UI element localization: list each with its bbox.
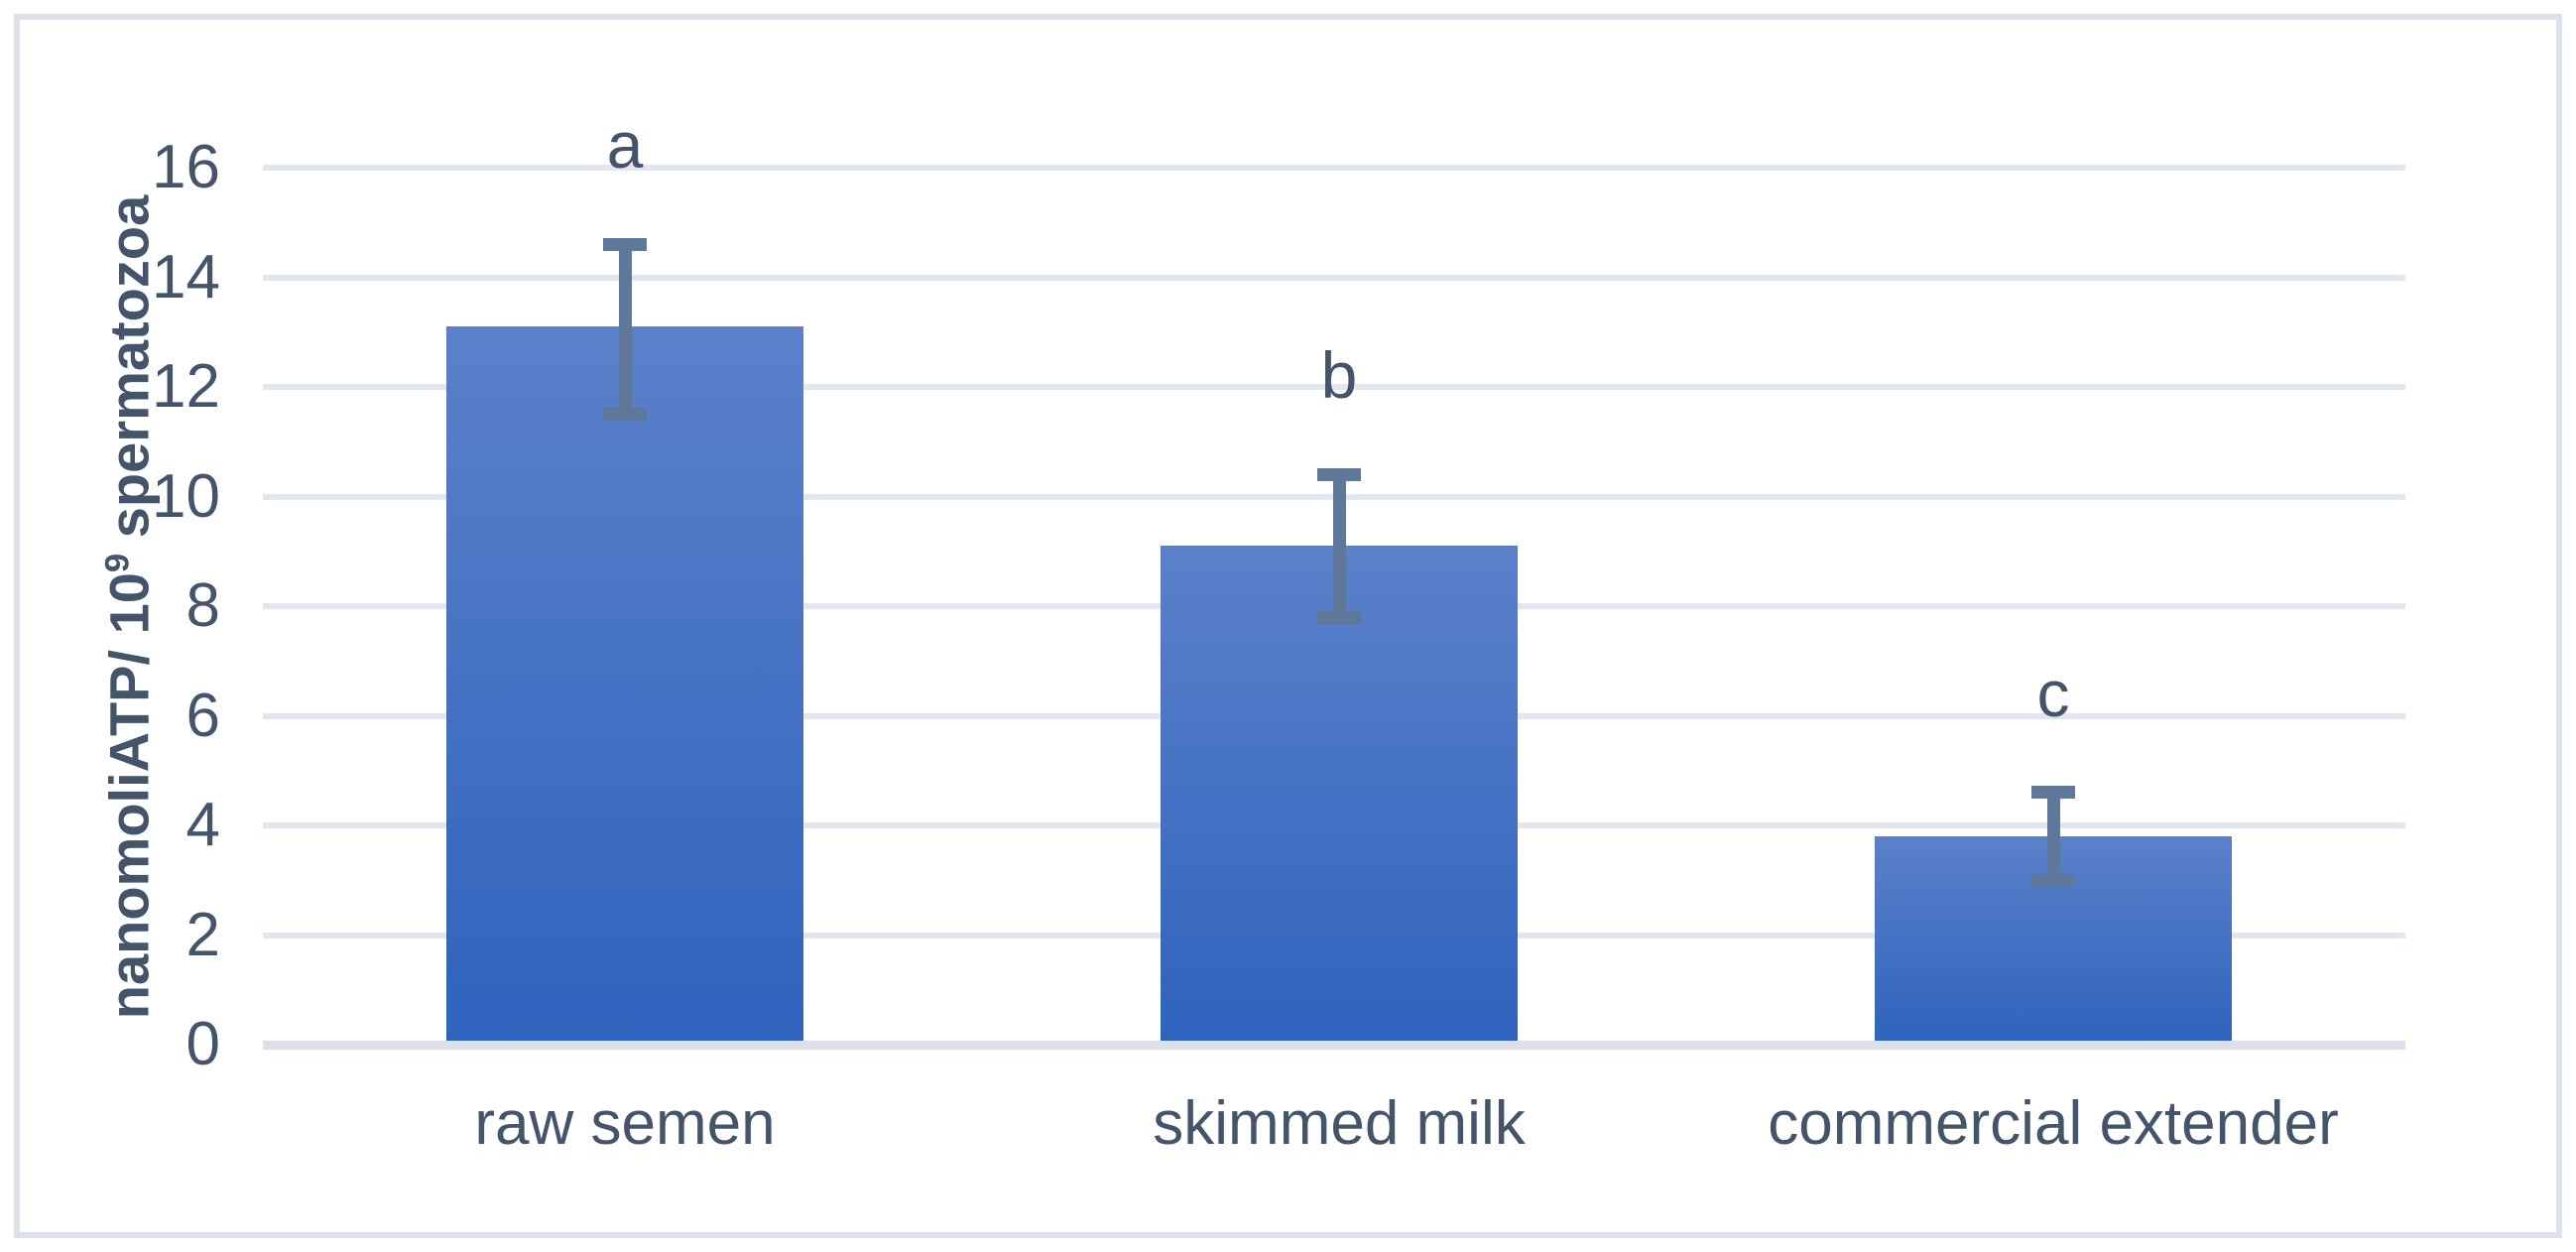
significance-letter: a [606, 108, 644, 183]
y-axis-title-superscript: 9 [98, 553, 137, 573]
y-tick-label: 6 [185, 681, 220, 750]
significance-letter: c [2036, 656, 2070, 730]
x-category-label: commercial extender [1768, 1089, 2339, 1158]
error-bar-stem [618, 244, 632, 415]
gridline [263, 165, 2405, 171]
y-tick-label: 12 [152, 352, 220, 421]
y-tick-label: 4 [185, 791, 220, 859]
error-bar-stem [2046, 792, 2060, 881]
y-tick-label: 2 [185, 900, 220, 969]
error-bar-cap-bottom [1317, 610, 1361, 624]
significance-letter: b [1320, 338, 1358, 413]
error-bar-cap-bottom [603, 408, 647, 422]
y-tick-label: 0 [185, 1010, 220, 1078]
error-bar-cap-bottom [2031, 873, 2075, 887]
x-axis-line [263, 1041, 2405, 1050]
error-bar-cap-top [1317, 467, 1361, 481]
error-bar-stem [1332, 474, 1346, 618]
x-category-label: skimmed milk [1153, 1089, 1526, 1158]
error-bar-cap-top [603, 237, 647, 251]
bar-skimmed-milk [1161, 546, 1518, 1041]
gridline [263, 274, 2405, 281]
error-bar-cap-top [2031, 786, 2075, 800]
y-tick-label: 16 [152, 133, 220, 201]
x-category-label: raw semen [474, 1089, 776, 1158]
y-tick-label: 8 [185, 571, 220, 640]
bar-raw-semen [446, 326, 803, 1041]
y-tick-label: 10 [152, 461, 220, 531]
y-tick-label: 14 [152, 242, 220, 312]
gridline [263, 384, 2405, 390]
